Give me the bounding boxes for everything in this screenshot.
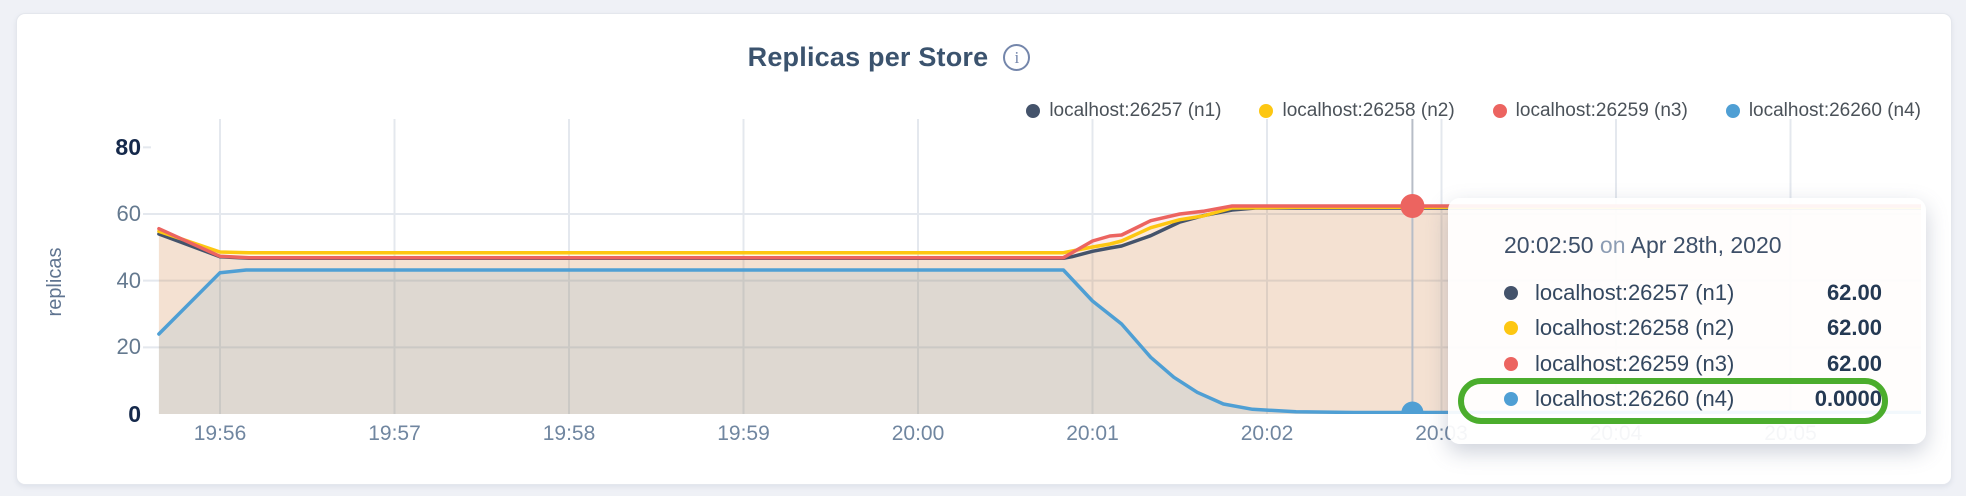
series-line-4 (157, 268, 1921, 414)
legend-dot-icon (1492, 104, 1507, 118)
tooltip-row: localhost:26260 (n4) 0.0000 (1504, 382, 1882, 418)
series-line-3 (157, 204, 1921, 260)
chart-card: Replicas per Store i localhost:26257 (n1… (16, 13, 1952, 485)
series-line-2 (157, 205, 1921, 255)
legend-label: localhost:26257 (n1) (1049, 100, 1222, 121)
legend-dot-icon (1026, 104, 1041, 118)
legend: localhost:26257 (n1) localhost:26258 (n2)… (1026, 100, 1921, 122)
tooltip-series-value: 62.00 (1826, 315, 1882, 341)
x-tick-label: 19:56 (193, 422, 247, 445)
y-tick-label: 60 (116, 201, 141, 226)
y-tick-label: 20 (116, 334, 141, 360)
x-tick-label: 20:02 (1240, 422, 1294, 445)
hover-marker (1400, 194, 1425, 218)
legend-item: localhost:26258 (n2) (1259, 100, 1455, 122)
x-tick-label: 19:57 (368, 422, 421, 445)
series-area-4 (158, 270, 1921, 414)
legend-label: localhost:26260 (n4) (1748, 100, 1921, 121)
x-tick-label: 19:58 (542, 422, 596, 445)
legend-item: localhost:26260 (n4) (1725, 100, 1921, 122)
hover-tooltip: 20:02:50 on Apr 28th, 2020 localhost:262… (1448, 198, 1926, 444)
tooltip-time: 20:02:50 (1504, 232, 1594, 258)
legend-label: localhost:26258 (n2) (1282, 100, 1455, 121)
x-tick-label: 19:59 (717, 422, 770, 445)
tooltip-series-name: localhost:26258 (n2) (1535, 315, 1735, 341)
tooltip-conjunction: on (1599, 232, 1626, 258)
x-tick-label: 20:01 (1066, 422, 1119, 445)
tooltip-series-dot-icon (1504, 392, 1518, 407)
tooltip-rows: localhost:26257 (n1) 62.00 localhost:26258… (1504, 275, 1926, 417)
legend-item: localhost:26257 (n1) (1026, 100, 1221, 122)
legend-label: localhost:26259 (n3) (1515, 100, 1688, 121)
tooltip-series-name: localhost:26260 (n4) (1535, 386, 1735, 412)
x-tick-label: 20:00 (891, 422, 945, 445)
y-tick-label: 0 (128, 401, 141, 427)
tooltip-series-name: localhost:26257 (n1) (1535, 279, 1735, 305)
tooltip-series-dot-icon (1504, 356, 1518, 371)
tooltip-row: localhost:26257 (n1) 62.00 (1504, 275, 1882, 311)
tooltip-series-value: 0.0000 (1814, 386, 1882, 412)
tooltip-series-dot-icon (1504, 285, 1518, 300)
tooltip-timestamp: 20:02:50 on Apr 28th, 2020 (1504, 232, 1926, 259)
legend-item: localhost:26259 (n3) (1492, 100, 1688, 122)
y-tick-label: 40 (116, 267, 141, 293)
y-tick-label: 80 (115, 134, 141, 161)
legend-dot-icon (1259, 104, 1274, 118)
tooltip-series-dot-icon (1504, 321, 1518, 336)
tooltip-series-value: 62.00 (1826, 279, 1882, 305)
legend-dot-icon (1725, 104, 1740, 118)
tooltip-row: localhost:26258 (n2) 62.00 (1504, 311, 1882, 347)
chart-header: Replicas per Store i (17, 42, 1951, 73)
tooltip-series-value: 62.00 (1826, 350, 1882, 376)
tooltip-series-name: localhost:26259 (n3) (1535, 350, 1735, 376)
hover-marker (1401, 401, 1424, 414)
tooltip-row: localhost:26259 (n3) 62.00 (1504, 346, 1882, 382)
tooltip-date: Apr 28th, 2020 (1630, 232, 1782, 258)
chart-title: Replicas per Store (747, 42, 989, 72)
info-icon[interactable]: i (1003, 44, 1031, 71)
